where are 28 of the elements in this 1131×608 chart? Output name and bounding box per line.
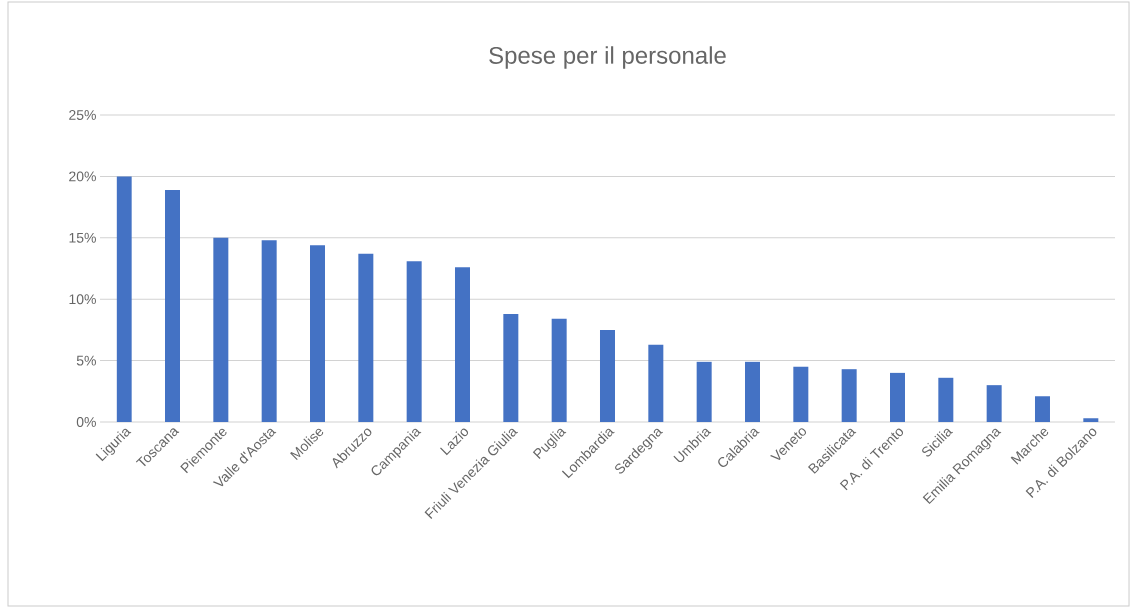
y-tick-label: 25%: [69, 110, 96, 120]
bar: [165, 189, 180, 422]
bar: [310, 245, 325, 422]
y-tick-label: 0%: [76, 417, 96, 427]
bar: [841, 369, 857, 422]
bar: [213, 237, 229, 422]
bar: [793, 366, 809, 422]
bar: [1083, 418, 1099, 422]
bar: [889, 372, 905, 422]
bar: [986, 385, 1002, 422]
y-tick-label: 15%: [69, 232, 96, 243]
bar: [745, 361, 760, 422]
y-tick-label: 5%: [76, 355, 96, 366]
bar: [938, 377, 954, 422]
chart-title: Spese per il personale: [489, 46, 726, 69]
bar: [455, 267, 470, 422]
bar: [648, 344, 664, 422]
bar: [600, 329, 615, 422]
bar: [358, 253, 374, 422]
y-tick-label: 10%: [69, 294, 96, 305]
bar: [696, 361, 712, 422]
bar: [503, 313, 519, 422]
bar: [116, 176, 132, 422]
bar: [261, 240, 277, 422]
bar: [551, 318, 567, 422]
y-tick-label: 20%: [69, 171, 96, 182]
bar: [1034, 396, 1050, 422]
bar: [406, 261, 422, 422]
